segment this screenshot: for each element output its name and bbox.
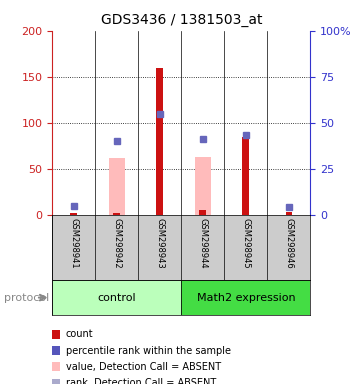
Text: GSM298946: GSM298946 bbox=[284, 218, 293, 269]
Bar bbox=[200, 210, 206, 215]
Bar bbox=[286, 212, 292, 215]
Bar bbox=[243, 137, 249, 215]
Bar bbox=[195, 157, 211, 215]
Bar bbox=[109, 158, 125, 215]
Text: GSM298942: GSM298942 bbox=[112, 218, 121, 269]
Bar bbox=[113, 213, 120, 215]
Text: rank, Detection Call = ABSENT: rank, Detection Call = ABSENT bbox=[66, 378, 216, 384]
Bar bbox=[156, 68, 163, 215]
Text: count: count bbox=[66, 329, 93, 339]
Text: GSM298944: GSM298944 bbox=[199, 218, 208, 269]
Title: GDS3436 / 1381503_at: GDS3436 / 1381503_at bbox=[101, 13, 262, 27]
Text: Math2 expression: Math2 expression bbox=[197, 293, 295, 303]
Text: value, Detection Call = ABSENT: value, Detection Call = ABSENT bbox=[66, 362, 221, 372]
Bar bbox=[70, 213, 77, 215]
Text: GSM298945: GSM298945 bbox=[242, 218, 251, 269]
Text: GSM298941: GSM298941 bbox=[69, 218, 78, 269]
Text: protocol: protocol bbox=[4, 293, 49, 303]
Text: control: control bbox=[97, 293, 136, 303]
Bar bbox=[52, 280, 182, 315]
Text: percentile rank within the sample: percentile rank within the sample bbox=[66, 346, 231, 356]
Text: GSM298943: GSM298943 bbox=[155, 218, 164, 269]
Bar bbox=[182, 280, 310, 315]
